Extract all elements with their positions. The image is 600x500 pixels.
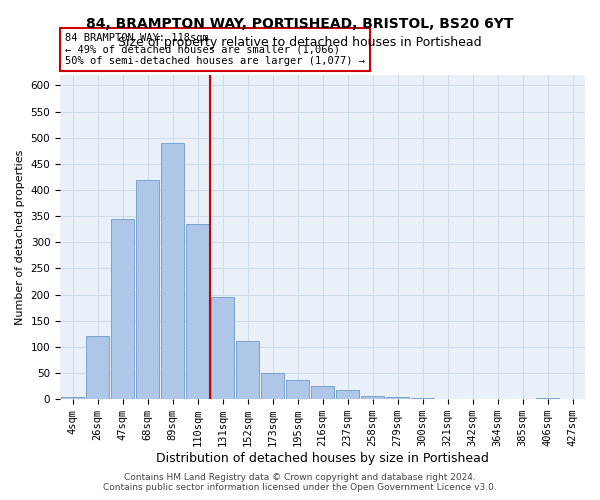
Bar bbox=[236, 340, 259, 399]
Text: 84 BRAMPTON WAY: 118sqm
← 49% of detached houses are smaller (1,066)
50% of semi: 84 BRAMPTON WAY: 118sqm ← 49% of detache… bbox=[65, 33, 365, 66]
Text: 84, BRAMPTON WAY, PORTISHEAD, BRISTOL, BS20 6YT: 84, BRAMPTON WAY, PORTISHEAD, BRISTOL, B… bbox=[86, 18, 514, 32]
Bar bbox=[186, 224, 209, 399]
Text: Size of property relative to detached houses in Portishead: Size of property relative to detached ho… bbox=[118, 36, 482, 49]
Bar bbox=[361, 396, 384, 399]
Bar bbox=[536, 398, 559, 399]
Bar bbox=[336, 390, 359, 399]
Bar bbox=[436, 398, 459, 399]
Bar bbox=[111, 219, 134, 399]
Text: Contains HM Land Registry data © Crown copyright and database right 2024.
Contai: Contains HM Land Registry data © Crown c… bbox=[103, 473, 497, 492]
X-axis label: Distribution of detached houses by size in Portishead: Distribution of detached houses by size … bbox=[156, 452, 489, 465]
Bar bbox=[286, 380, 309, 399]
Bar bbox=[261, 373, 284, 399]
Bar bbox=[86, 336, 109, 399]
Bar bbox=[61, 396, 84, 399]
Bar bbox=[136, 180, 159, 399]
Bar bbox=[461, 398, 484, 399]
Bar bbox=[311, 386, 334, 399]
Bar bbox=[161, 143, 184, 399]
Bar bbox=[411, 398, 434, 399]
Bar bbox=[211, 297, 234, 399]
Bar bbox=[386, 397, 409, 399]
Y-axis label: Number of detached properties: Number of detached properties bbox=[15, 150, 25, 325]
